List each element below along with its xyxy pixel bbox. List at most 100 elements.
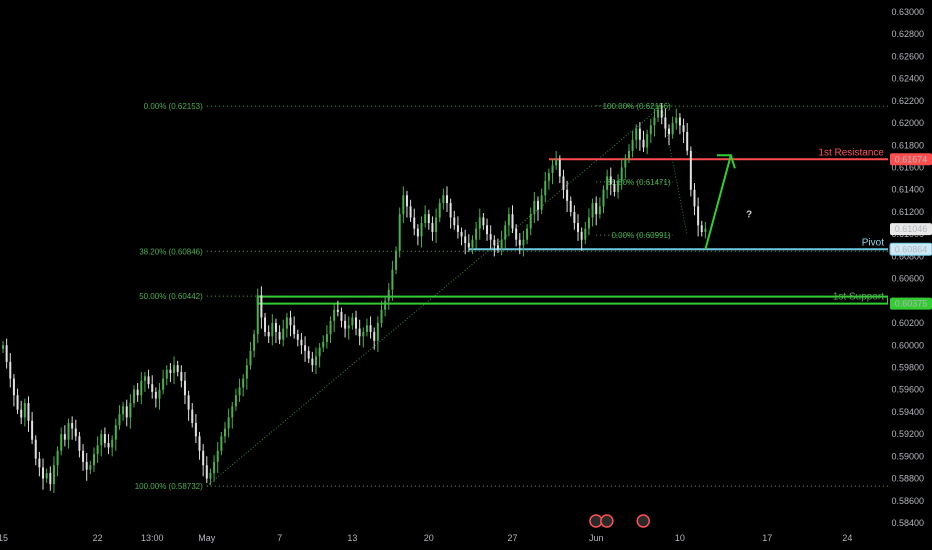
price-axis-bg (888, 0, 932, 550)
candle-body (180, 371, 183, 381)
candle-body (100, 434, 103, 446)
candles-layer (1, 103, 707, 494)
price-tick-label: 0.61200 (891, 207, 924, 217)
candle-body (351, 317, 354, 326)
candle-body (431, 223, 434, 232)
candle-body (587, 217, 590, 229)
candle-body (617, 180, 620, 192)
candle-body (274, 323, 277, 332)
time-tick-label: 15 (0, 533, 8, 543)
candle-body (285, 317, 288, 329)
candle-body (74, 428, 77, 437)
candle-body (646, 134, 649, 148)
fib-label: 38.20% (0.60846) (139, 247, 203, 256)
candle-body (493, 239, 496, 246)
candle-body (336, 309, 339, 312)
candle-body (245, 365, 248, 379)
fib-label: 50.00% (0.60442) (139, 292, 203, 301)
price-tick-label: 0.58400 (891, 518, 924, 528)
time-tick-label: May (198, 533, 216, 543)
candle-body (675, 117, 678, 124)
candle-body (322, 341, 325, 348)
candle-body (547, 173, 550, 181)
fib-label-short: 100.00% (0.62156) (603, 102, 671, 111)
candle-body (213, 461, 216, 474)
candle-body (373, 331, 376, 341)
time-tick-label: 13 (347, 533, 357, 543)
candle-body (333, 309, 336, 321)
candle-body (194, 423, 197, 437)
question-mark: ? (746, 210, 752, 221)
candle-body (227, 417, 230, 429)
candle-body (595, 203, 598, 215)
price-tag (890, 153, 932, 166)
candle-body (176, 365, 179, 372)
time-axis[interactable]: 15 22 13:00 May 7 13 20 27 Jun 10 17 24 (0, 514, 852, 543)
event-flag-icon[interactable] (636, 514, 650, 528)
candle-body (609, 176, 612, 185)
candle-body (289, 317, 292, 326)
candle-body (518, 239, 521, 246)
candle-body (649, 125, 652, 135)
candle-body (533, 200, 536, 215)
candle-body (445, 195, 449, 204)
candle-body (475, 228, 478, 240)
fib-label-short: 0.00% (0.60991) (611, 231, 670, 240)
time-tick-label: 22 (93, 533, 103, 543)
candle-body (500, 239, 503, 249)
candle-body (482, 217, 485, 226)
price-tag (890, 297, 932, 310)
candle-body (664, 117, 667, 129)
candle-body (467, 243, 470, 248)
candle-body (67, 423, 70, 440)
candle-body (60, 434, 63, 451)
price-tick-label: 0.61800 (891, 140, 924, 150)
candle-body (136, 389, 139, 396)
price-tick-label: 0.59400 (891, 407, 924, 417)
candle-body (187, 395, 190, 410)
candle-body (45, 473, 48, 479)
candle-body (9, 361, 12, 379)
candle-body (267, 331, 270, 337)
price-tick-label: 0.59200 (891, 429, 924, 439)
candle-body (96, 445, 99, 455)
candle-body (606, 176, 609, 190)
candle-body (682, 125, 685, 132)
candle-body (365, 325, 368, 332)
candle-body (111, 439, 114, 448)
candle-body (340, 311, 343, 321)
price-tick-label: 0.60800 (891, 251, 924, 261)
candle-body (12, 378, 15, 396)
candle-body (529, 214, 532, 229)
candle-body (598, 206, 601, 215)
price-tick-label: 0.62200 (891, 96, 924, 106)
candle-body (143, 376, 146, 381)
price-tick-label: 0.59600 (891, 385, 924, 395)
candle-body (71, 423, 74, 429)
candle-body (464, 236, 467, 244)
candle-body (489, 234, 492, 240)
price-tick-label: 0.62000 (891, 118, 924, 128)
time-tick-label: 24 (842, 533, 852, 543)
candle-body (700, 225, 703, 232)
candle-body (362, 331, 365, 337)
price-tick-label: 0.58800 (891, 474, 924, 484)
candle-body (162, 378, 165, 390)
candle-body (158, 389, 161, 399)
candle-body (573, 211, 576, 224)
price-tick-label: 0.60600 (891, 274, 924, 284)
price-tick-label: 0.63000 (891, 7, 924, 17)
candle-body (551, 165, 554, 174)
event-flag-icon[interactable] (600, 514, 614, 528)
candle-body (384, 300, 387, 310)
candle-body (140, 380, 143, 396)
price-axis[interactable]: 0.63000 0.62800 0.62600 0.62400 0.62200 0.620… (888, 0, 932, 550)
candle-body (624, 158, 627, 168)
candle-body (78, 436, 81, 451)
candle-body (511, 214, 514, 229)
candle-body (405, 195, 408, 207)
level-label: Pivot (862, 237, 884, 248)
candle-body (693, 189, 696, 207)
price-tag (889, 242, 932, 256)
